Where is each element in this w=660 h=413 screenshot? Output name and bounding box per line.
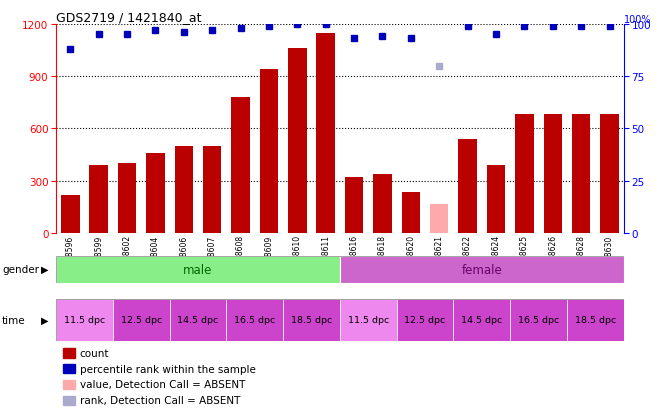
Bar <box>430 205 448 233</box>
Text: value, Detection Call = ABSENT: value, Detection Call = ABSENT <box>80 380 246 389</box>
Bar <box>345 178 363 233</box>
Bar <box>260 70 278 233</box>
Bar <box>288 49 306 233</box>
Text: 16.5 dpc: 16.5 dpc <box>518 316 559 325</box>
Text: gender: gender <box>2 264 39 275</box>
Bar <box>90 166 108 233</box>
Bar <box>175 147 193 233</box>
Text: ▶: ▶ <box>40 264 48 275</box>
Bar <box>56 256 340 283</box>
Text: rank, Detection Call = ABSENT: rank, Detection Call = ABSENT <box>80 395 240 405</box>
Text: female: female <box>461 263 502 276</box>
Text: 100%: 100% <box>624 15 651 25</box>
Text: count: count <box>80 348 110 358</box>
Text: male: male <box>183 263 213 276</box>
Bar <box>340 256 624 283</box>
Bar <box>515 115 533 233</box>
Text: GDS2719 / 1421840_at: GDS2719 / 1421840_at <box>56 11 201 24</box>
Text: 14.5 dpc: 14.5 dpc <box>178 316 218 325</box>
Bar <box>118 164 136 233</box>
Text: 18.5 dpc: 18.5 dpc <box>291 316 332 325</box>
Bar <box>567 299 624 341</box>
Bar <box>56 299 113 341</box>
Bar <box>317 33 335 233</box>
Bar <box>113 299 170 341</box>
Text: 11.5 dpc: 11.5 dpc <box>64 316 105 325</box>
Text: 18.5 dpc: 18.5 dpc <box>575 316 616 325</box>
Bar <box>397 299 453 341</box>
Bar <box>283 299 340 341</box>
Text: 14.5 dpc: 14.5 dpc <box>461 316 502 325</box>
Bar <box>572 115 590 233</box>
Text: time: time <box>2 315 26 325</box>
Bar <box>232 98 249 233</box>
Bar <box>226 299 283 341</box>
Text: ▶: ▶ <box>40 315 48 325</box>
Text: 12.5 dpc: 12.5 dpc <box>121 316 162 325</box>
Bar <box>170 299 226 341</box>
Bar <box>61 195 79 233</box>
Bar <box>147 153 164 233</box>
Bar <box>340 299 397 341</box>
Bar <box>402 192 420 233</box>
Bar <box>544 115 562 233</box>
Bar <box>601 115 618 233</box>
Text: 12.5 dpc: 12.5 dpc <box>405 316 446 325</box>
Bar <box>459 140 477 233</box>
Bar <box>487 166 505 233</box>
Text: 11.5 dpc: 11.5 dpc <box>348 316 389 325</box>
Bar <box>203 147 221 233</box>
Bar <box>374 174 391 233</box>
Bar <box>510 299 567 341</box>
Bar <box>453 299 510 341</box>
Text: 16.5 dpc: 16.5 dpc <box>234 316 275 325</box>
Text: percentile rank within the sample: percentile rank within the sample <box>80 364 255 374</box>
